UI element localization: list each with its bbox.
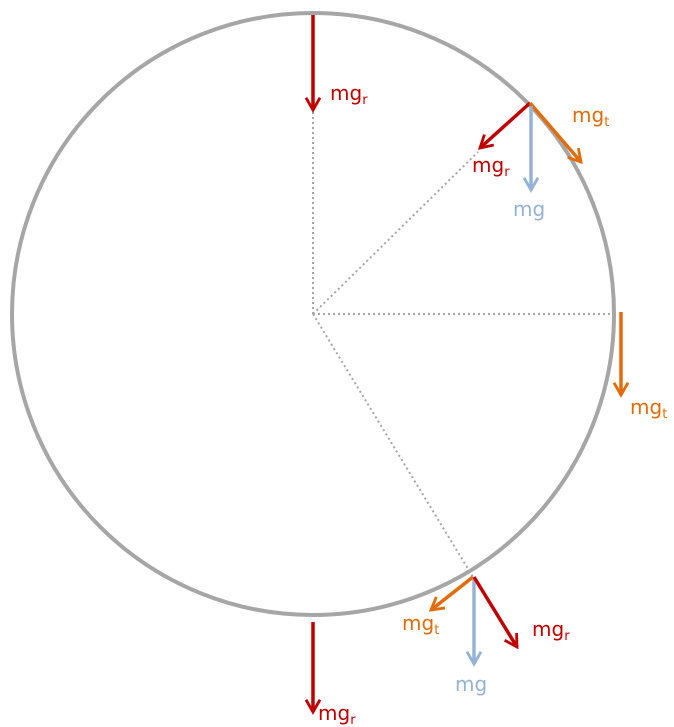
label: mg — [513, 197, 545, 221]
arrow — [477, 101, 532, 150]
label: mgr — [318, 701, 356, 727]
label: mgr — [330, 81, 368, 108]
arrow — [472, 576, 519, 650]
radius — [312, 313, 474, 578]
arrow — [428, 575, 475, 612]
label: mgt — [402, 611, 439, 638]
label: mgt — [630, 395, 667, 422]
label: mgt — [572, 103, 609, 130]
radius — [312, 151, 479, 315]
label: mgr — [532, 617, 570, 644]
arrow — [528, 101, 583, 165]
label: mgr — [472, 153, 510, 180]
label: mg — [455, 672, 487, 696]
